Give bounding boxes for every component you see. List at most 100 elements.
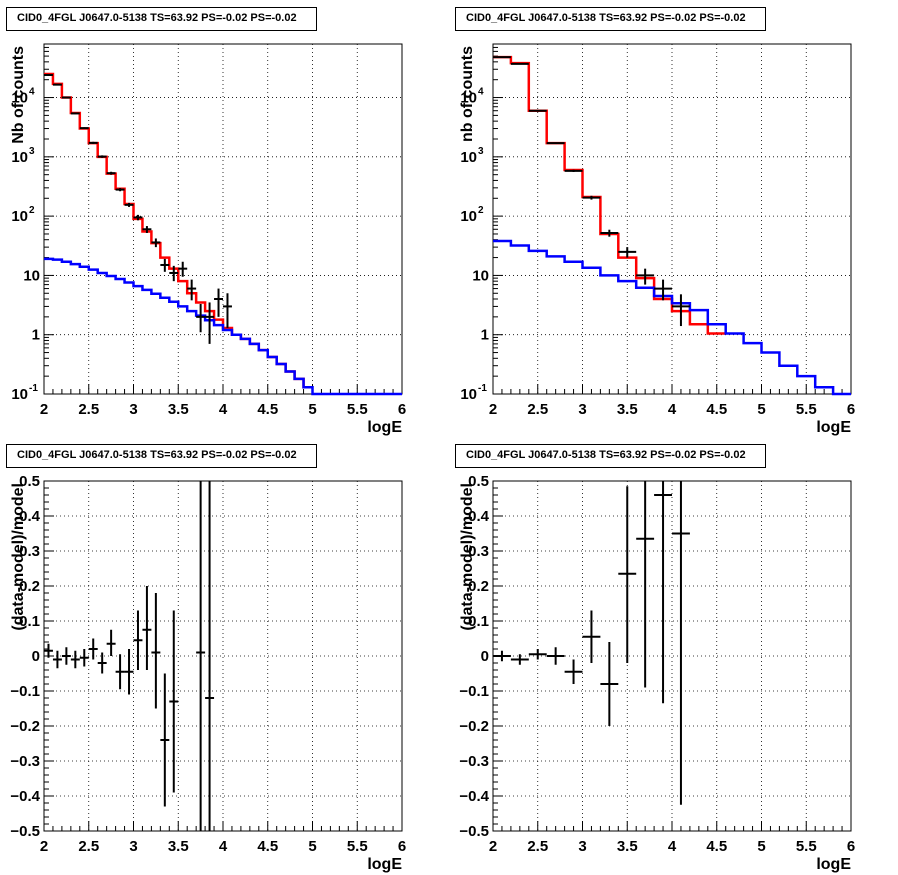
data-point <box>196 481 206 831</box>
y-tick-exponent: 4 <box>29 87 35 98</box>
y-tick-label: 0.4 <box>19 508 41 525</box>
data-point <box>528 109 547 112</box>
data-point <box>88 638 98 660</box>
x-axis-label: logE <box>816 856 851 873</box>
data-point <box>493 650 511 662</box>
data-point <box>133 610 143 670</box>
data-point <box>618 486 637 663</box>
x-tick-label: 6 <box>847 838 855 855</box>
data-point <box>493 56 511 59</box>
y-axis-label: (data-model)/model <box>459 483 476 631</box>
data-point <box>106 171 116 175</box>
x-tick-label: 3.5 <box>617 401 638 418</box>
x-tick-label: 3.5 <box>617 838 638 855</box>
data-point <box>546 647 565 665</box>
chart-panel-top-right: 2 2.5 3 3.5 4 4.5 5 5.5 6 10 -1 1 10 10 2 10 3 10 4 logE nb … <box>449 0 898 437</box>
data-point <box>214 288 223 317</box>
y-axis-label: Nb of counts <box>10 46 27 144</box>
x-tick-label: 5.5 <box>796 401 817 418</box>
x-axis-label: logE <box>367 419 402 436</box>
data-point <box>133 214 143 221</box>
x-tick-label: 3.5 <box>168 401 189 418</box>
data-point <box>223 293 232 328</box>
x-tick-label: 5.5 <box>347 838 368 855</box>
data-point <box>124 202 134 207</box>
x-tick-label: 4.5 <box>706 401 727 418</box>
data-point <box>70 112 80 115</box>
data-point <box>169 265 179 282</box>
chart-panel-bottom-right: 2 2.5 3 3.5 4 4.5 5 5.5 6 −0.5 −0.4 −0.3 −0.2 −0.1 0 0.… <box>449 437 898 874</box>
data-point <box>44 643 53 658</box>
data-point <box>582 610 601 663</box>
data-point <box>196 303 206 333</box>
y-tick-label: 10 <box>11 208 28 225</box>
y-tick-label: 0.4 <box>468 508 490 525</box>
y-tick-exponent: 4 <box>478 87 484 98</box>
data-point <box>528 649 547 660</box>
x-tick-label: 6 <box>398 838 406 855</box>
y-axis-label: nb of counts <box>459 46 476 142</box>
chart-title: CID0_4FGL J0647.0-5138 TS=63.92 PS=-0.02… <box>6 7 317 31</box>
data-point <box>97 155 107 158</box>
data-point <box>70 650 80 669</box>
y-tick-label: 0 <box>32 648 40 665</box>
y-tick-label: −0.4 <box>459 788 489 805</box>
y-tick-label: 0.1 <box>19 613 40 630</box>
y-tick-label: 0.3 <box>468 543 489 560</box>
data-point <box>510 62 529 65</box>
x-tick-label: 5 <box>757 401 765 418</box>
y-tick-exponent: 3 <box>478 146 484 157</box>
data-point <box>564 169 583 172</box>
y-tick-label: 10 <box>23 267 40 284</box>
model-series-0 <box>493 55 726 335</box>
y-tick-label: 10 <box>11 90 28 107</box>
data-point <box>79 649 89 667</box>
y-tick-label: −0.5 <box>10 823 40 840</box>
x-axis-label: logE <box>367 856 402 873</box>
x-tick-label: 2 <box>40 401 48 418</box>
data-point <box>636 481 655 688</box>
data-point <box>79 127 89 130</box>
y-tick-exponent: 2 <box>29 205 35 216</box>
x-tick-label: 5.5 <box>347 401 368 418</box>
x-axis-label: logE <box>816 419 851 436</box>
data-point <box>636 268 655 285</box>
data-point <box>205 302 215 344</box>
x-tick-label: 2.5 <box>78 838 99 855</box>
model-series-1 <box>493 239 851 396</box>
y-tick-label: 0.2 <box>468 578 489 595</box>
data-point <box>169 610 179 793</box>
x-tick-label: 5 <box>757 838 765 855</box>
x-tick-label: 6 <box>847 401 855 418</box>
y-tick-label: −0.3 <box>459 753 489 770</box>
data-point <box>654 481 672 704</box>
data-point <box>654 279 672 301</box>
y-tick-label: 0.1 <box>468 613 489 630</box>
y-tick-exponent: -1 <box>29 383 38 394</box>
y-tick-label: 0 <box>481 648 489 665</box>
data-point <box>52 83 62 86</box>
data-point <box>106 629 116 656</box>
x-tick-label: 2.5 <box>527 401 548 418</box>
x-tick-label: 4.5 <box>257 838 278 855</box>
x-tick-label: 3 <box>129 838 137 855</box>
y-tick-exponent: -1 <box>478 383 487 394</box>
data-point <box>115 654 125 690</box>
y-tick-label: 10 <box>472 267 489 284</box>
chart-panel-top-left: 2 2.5 3 3.5 4 4.5 5 5.5 6 10 -1 1 10 10 2 10 3 10 4 logE Nb … <box>0 0 449 437</box>
x-tick-label: 3 <box>578 401 586 418</box>
x-tick-label: 3 <box>129 401 137 418</box>
y-tick-label: −0.1 <box>10 683 40 700</box>
y-tick-label: −0.1 <box>459 683 489 700</box>
chart-title: CID0_4FGL J0647.0-5138 TS=63.92 PS=-0.02… <box>6 444 317 468</box>
x-tick-label: 5.5 <box>796 838 817 855</box>
x-tick-label: 2 <box>489 838 497 855</box>
x-tick-label: 2.5 <box>527 838 548 855</box>
data-point <box>142 226 152 233</box>
y-axis-label: (data-model)/model <box>10 483 27 631</box>
y-tick-label: −0.2 <box>10 718 40 735</box>
data-point <box>88 141 98 144</box>
x-tick-label: 4 <box>668 401 677 418</box>
